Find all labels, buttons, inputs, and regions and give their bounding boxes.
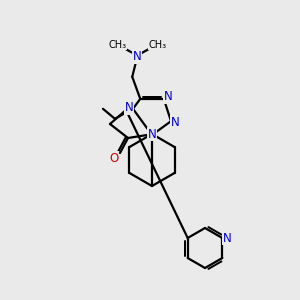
Text: CH₃: CH₃ — [148, 40, 166, 50]
Text: N: N — [164, 90, 172, 103]
Text: CH₃: CH₃ — [108, 40, 126, 50]
Text: N: N — [124, 101, 134, 114]
Text: N: N — [223, 232, 232, 244]
Text: N: N — [133, 50, 142, 63]
Text: N: N — [171, 116, 179, 129]
Text: O: O — [110, 152, 118, 164]
Text: N: N — [148, 128, 156, 140]
